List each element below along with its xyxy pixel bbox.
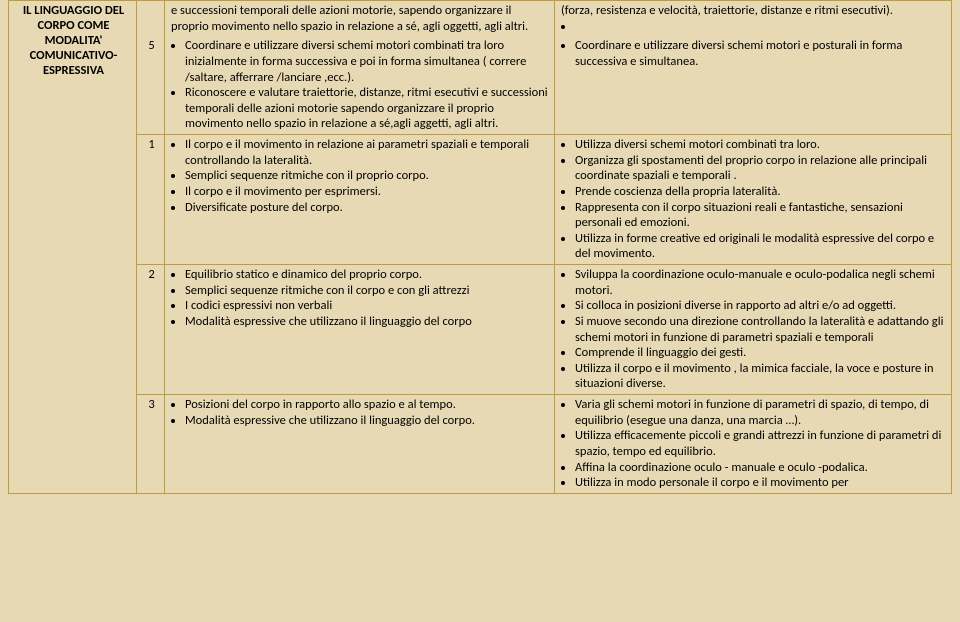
row-number	[137, 1, 165, 37]
mid-list: Coordinare e utilizzare diversi schemi m…	[171, 38, 550, 132]
mid-bullet: Il corpo e il movimento in relazione ai …	[185, 137, 550, 168]
right-bullet: Affina la coordinazione oculo - manuale …	[575, 460, 947, 476]
mid-bullet: Modalità espressive che utilizzano il li…	[185, 413, 550, 429]
mid-cell: Il corpo e il movimento in relazione ai …	[165, 135, 555, 265]
right-bullet: Utilizza in modo personale il corpo e il…	[575, 475, 947, 491]
mid-cell: e successioni temporali delle azioni mot…	[165, 1, 555, 37]
right-list: Sviluppa la coordinazione oculo-manuale …	[561, 267, 947, 392]
right-bullet: Utilizza il corpo e il movimento , la mi…	[575, 361, 947, 392]
right-bullet: Sviluppa la coordinazione oculo-manuale …	[575, 267, 947, 298]
right-list: Varia gli schemi motori in funzione di p…	[561, 397, 947, 491]
table-row: 2 Equilibrio statico e dinamico del prop…	[9, 265, 952, 395]
right-cell: Sviluppa la coordinazione oculo-manuale …	[555, 265, 952, 395]
mid-cell: Coordinare e utilizzare diversi schemi m…	[165, 36, 555, 134]
mid-bullet: Diversificate posture del corpo.	[185, 200, 550, 216]
mid-list: Il corpo e il movimento in relazione ai …	[171, 137, 550, 215]
table-row: 1 Il corpo e il movimento in relazione a…	[9, 135, 952, 265]
mid-bullet: I codici espressivi non verbali	[185, 298, 550, 314]
right-bullet: Utilizza efficacemente piccoli e grandi …	[575, 428, 947, 459]
right-text: (forza, resistenza e velocità, traiettor…	[561, 3, 947, 19]
mid-list: Equilibrio statico e dinamico del propri…	[171, 267, 550, 330]
mid-bullet: Il corpo e il movimento per esprimersi.	[185, 184, 550, 200]
right-cell: Utilizza diversi schemi motori combinati…	[555, 135, 952, 265]
right-cell: (forza, resistenza e velocità, traiettor…	[555, 1, 952, 37]
mid-bullet: Equilibrio statico e dinamico del propri…	[185, 267, 550, 283]
table-row: 5 Coordinare e utilizzare diversi schemi…	[9, 36, 952, 134]
right-bullet: Organizza gli spostamenti del proprio co…	[575, 153, 947, 184]
right-bullet: Coordinare e utilizzare diversi schemi m…	[575, 38, 947, 69]
category-label: IL LINGUAGGIO DEL CORPO COME MODALITA' C…	[15, 3, 132, 78]
right-cell: Coordinare e utilizzare diversi schemi m…	[555, 36, 952, 134]
right-bullet: Si muove secondo una direzione controlla…	[575, 314, 947, 345]
row-number: 2	[137, 265, 165, 395]
right-bullet: Utilizza in forme creative ed originali …	[575, 231, 947, 262]
table-row: IL LINGUAGGIO DEL CORPO COME MODALITA' C…	[9, 1, 952, 37]
right-bullet: Prende coscienza della propria lateralit…	[575, 184, 947, 200]
right-bullet: Si colloca in posizioni diverse in rappo…	[575, 298, 947, 314]
mid-cell: Posizioni del corpo in rapporto allo spa…	[165, 395, 555, 494]
mid-bullet: Semplici sequenze ritmiche con il corpo …	[185, 283, 550, 299]
mid-list: Posizioni del corpo in rapporto allo spa…	[171, 397, 550, 428]
table-row: 3 Posizioni del corpo in rapporto allo s…	[9, 395, 952, 494]
mid-bullet: Modalità espressive che utilizzano il li…	[185, 314, 550, 330]
mid-bullet: Posizioni del corpo in rapporto allo spa…	[185, 397, 550, 413]
right-bullet: Rappresenta con il corpo situazioni real…	[575, 200, 947, 231]
curriculum-table: IL LINGUAGGIO DEL CORPO COME MODALITA' C…	[8, 0, 952, 494]
category-cell: IL LINGUAGGIO DEL CORPO COME MODALITA' C…	[9, 1, 137, 494]
row-number: 3	[137, 395, 165, 494]
right-cell: Varia gli schemi motori in funzione di p…	[555, 395, 952, 494]
right-bullet	[575, 19, 947, 35]
right-list: Utilizza diversi schemi motori combinati…	[561, 137, 947, 262]
row-number: 1	[137, 135, 165, 265]
mid-text: e successioni temporali delle azioni mot…	[171, 3, 550, 34]
mid-cell: Equilibrio statico e dinamico del propri…	[165, 265, 555, 395]
document-page: IL LINGUAGGIO DEL CORPO COME MODALITA' C…	[0, 0, 960, 622]
right-bullet: Utilizza diversi schemi motori combinati…	[575, 137, 947, 153]
right-list: Coordinare e utilizzare diversi schemi m…	[561, 38, 947, 69]
right-bullet: Comprende il linguaggio dei gesti.	[575, 345, 947, 361]
right-bullet: Varia gli schemi motori in funzione di p…	[575, 397, 947, 428]
mid-bullet: Coordinare e utilizzare diversi schemi m…	[185, 38, 550, 85]
mid-bullet: Riconoscere e valutare traiettorie, dist…	[185, 85, 550, 132]
mid-bullet: Semplici sequenze ritmiche con il propri…	[185, 168, 550, 184]
row-number: 5	[137, 36, 165, 134]
